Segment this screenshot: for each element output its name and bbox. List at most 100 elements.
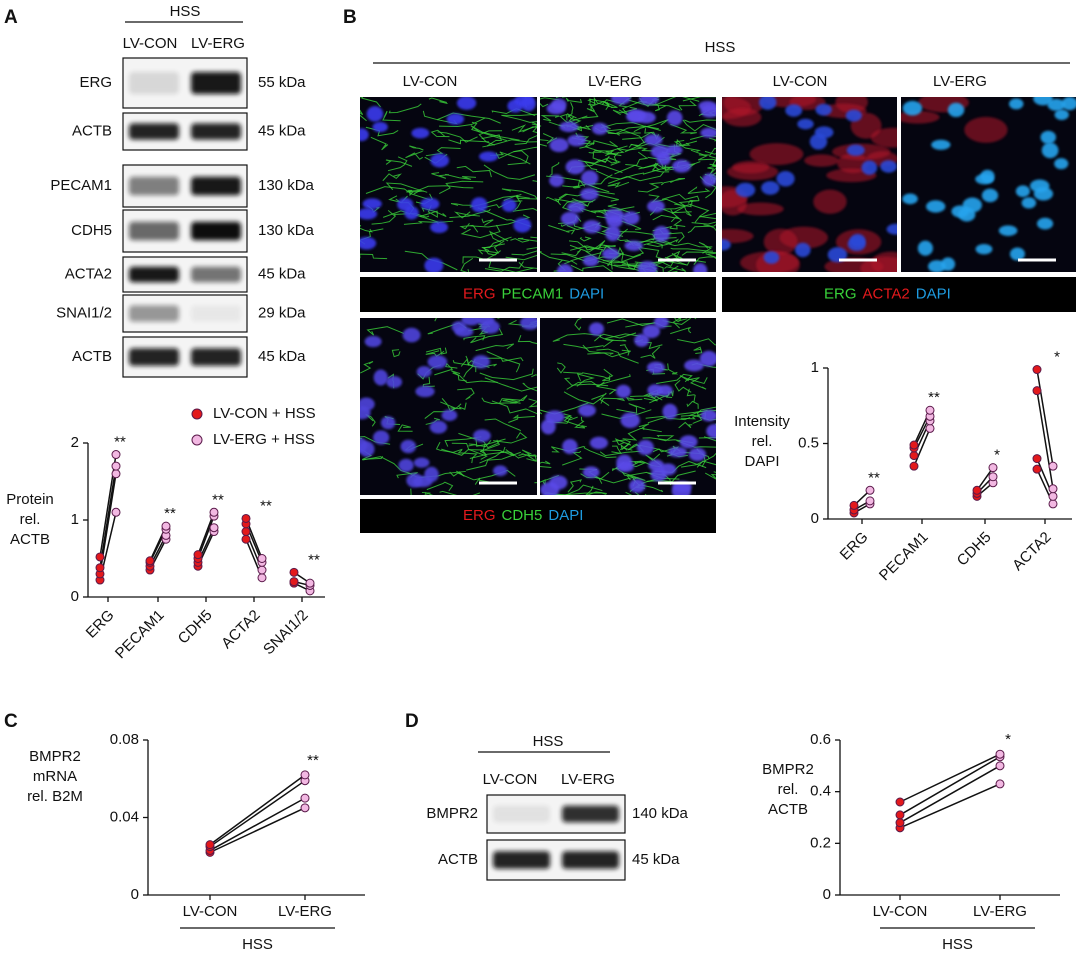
actin-stain <box>763 228 798 255</box>
nucleus <box>662 403 678 420</box>
nucleus <box>565 159 585 175</box>
junction-stain <box>426 481 454 492</box>
nucleus <box>424 257 444 272</box>
x-tick-label: PECAM1 <box>876 529 932 585</box>
junction-stain <box>703 224 716 232</box>
junction-stain <box>466 451 522 471</box>
significance: ** <box>164 505 176 522</box>
caption-word: CDH5 <box>502 507 543 524</box>
junction-stain <box>698 147 716 156</box>
nucleus <box>846 144 865 156</box>
blot-band <box>191 348 241 366</box>
nucleus <box>380 416 396 430</box>
micrograph <box>722 97 897 272</box>
nucleus <box>580 187 599 201</box>
junction-stain <box>670 209 686 228</box>
significance: ** <box>868 469 880 486</box>
nucleus <box>412 475 433 488</box>
nucleus <box>606 215 623 228</box>
data-point <box>300 793 310 803</box>
data-point <box>111 469 121 479</box>
nucleus <box>416 366 432 378</box>
junction-stain <box>540 251 572 265</box>
nucleus <box>644 134 663 146</box>
actin-stain <box>804 154 839 167</box>
junction-stain <box>531 123 537 134</box>
data-point <box>1032 464 1042 474</box>
data-point <box>909 451 919 461</box>
junction-stain <box>517 334 537 345</box>
junction-stain <box>453 211 480 219</box>
x-tick-label: PECAM1 <box>112 607 168 663</box>
junction-stain <box>611 445 622 455</box>
caption-word: ACTA2 <box>863 285 910 302</box>
protein-label: BMPR2 <box>426 805 478 822</box>
junction-stain <box>439 490 481 495</box>
nucleus <box>493 465 508 477</box>
actin-stain <box>722 108 762 127</box>
pair-line <box>1036 390 1054 489</box>
nucleus <box>666 144 683 156</box>
x-tick-label: ERG <box>83 607 118 642</box>
blot-band <box>191 305 241 322</box>
nucleus <box>794 242 811 258</box>
junction-stain <box>410 488 412 495</box>
nucleus <box>360 437 368 453</box>
nucleus <box>578 404 596 417</box>
junction-stain <box>552 333 602 342</box>
data-point <box>209 523 219 533</box>
pair-line <box>1036 369 1054 467</box>
junction-stain <box>628 141 647 148</box>
nucleus <box>471 197 488 213</box>
junction-stain <box>511 121 537 133</box>
junction-stain <box>612 106 638 115</box>
junction-stain <box>436 112 501 124</box>
nucleus <box>1040 130 1057 144</box>
x-tick-label: SNAI1/2 <box>260 607 312 659</box>
junction-stain <box>409 145 424 151</box>
junction-stain <box>624 146 655 153</box>
junction-stain <box>549 161 560 176</box>
junction-stain <box>450 202 473 206</box>
junction-stain <box>561 200 594 212</box>
y-tick-label: 1 <box>811 359 819 376</box>
junction-stain <box>526 454 537 462</box>
nucleus <box>849 233 866 248</box>
y-tick-label: 0 <box>131 886 139 903</box>
junction-stain <box>481 218 494 226</box>
data-point <box>161 521 171 531</box>
nucleus <box>501 198 517 212</box>
blot-band <box>129 221 179 241</box>
nucleus <box>360 406 371 420</box>
caption-word: ERG <box>824 285 857 302</box>
nucleus <box>480 320 500 334</box>
size-label: 130 kDa <box>258 177 315 194</box>
junction-stain <box>514 135 537 145</box>
junction-stain <box>563 413 578 421</box>
legend-swatch <box>191 434 203 446</box>
nucleus <box>473 429 491 443</box>
junction-stain <box>488 260 534 272</box>
junction-stain <box>449 208 491 219</box>
junction-stain <box>592 140 618 148</box>
junction-stain <box>488 230 509 243</box>
junction-stain <box>501 188 537 200</box>
nucleus <box>398 458 414 472</box>
nucleus <box>1009 98 1024 110</box>
junction-stain <box>670 247 713 252</box>
junction-stain <box>673 139 701 152</box>
junction-stain <box>544 484 603 495</box>
x-tick-label: LV-CON <box>873 903 928 920</box>
nucleus <box>1015 185 1030 198</box>
nucleus <box>360 236 377 250</box>
actin-stain <box>722 228 754 244</box>
lane-label: LV-ERG <box>561 771 615 788</box>
junction-stain <box>366 326 405 336</box>
actin-stain <box>813 189 847 214</box>
significance: * <box>1054 348 1060 365</box>
data-point <box>865 496 875 506</box>
junction-stain <box>483 164 536 180</box>
junction-stain <box>511 250 537 256</box>
data-point <box>909 440 919 450</box>
nucleus <box>616 454 633 470</box>
